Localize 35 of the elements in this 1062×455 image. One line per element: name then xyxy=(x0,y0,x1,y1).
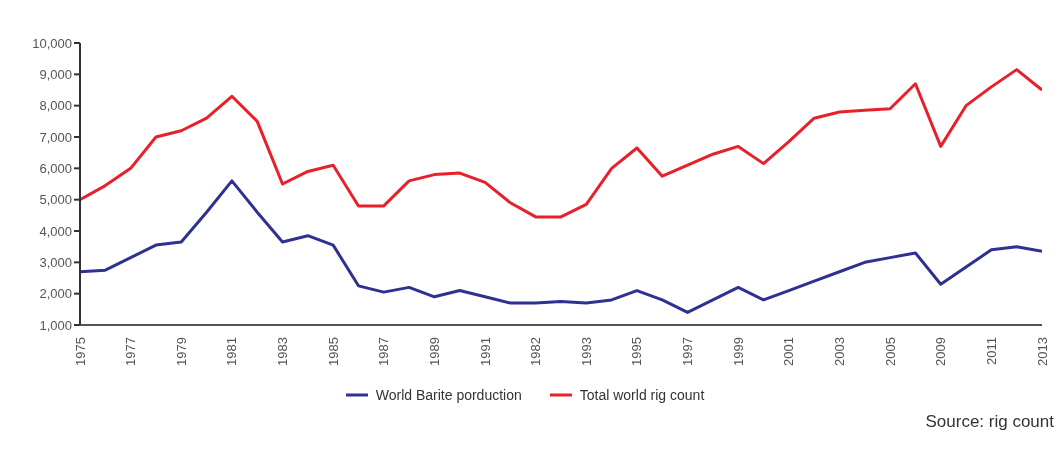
y-tick-label: 2,000 xyxy=(39,286,72,302)
x-tick-label: 1981 xyxy=(224,337,240,366)
y-tick-label: 7,000 xyxy=(39,129,72,145)
x-tick-label: 1997 xyxy=(680,337,696,366)
legend-label: World Barite porduction xyxy=(375,387,522,403)
x-tick-label: 2013 xyxy=(1034,337,1050,366)
x-tick-label: 1982 xyxy=(528,337,544,366)
x-tick-label: 1987 xyxy=(376,337,392,366)
y-tick-label: 8,000 xyxy=(39,98,72,114)
y-tick-label: 4,000 xyxy=(39,223,72,239)
x-tick-label: 1977 xyxy=(123,337,139,366)
line-series xyxy=(80,179,1042,314)
x-tick-label: 1989 xyxy=(426,337,442,366)
x-tick-label: 2003 xyxy=(831,337,847,366)
y-tick-label: 9,000 xyxy=(39,66,72,82)
source-note: Source: rig count xyxy=(924,412,1054,432)
x-tick-label: 1985 xyxy=(325,337,341,366)
x-tick-label: 2011 xyxy=(983,337,999,365)
y-tick-label: 10,000 xyxy=(32,35,72,51)
x-tick-label: 1993 xyxy=(578,337,594,366)
legend-label: Total world rig count xyxy=(579,387,705,403)
line-series xyxy=(80,68,1042,219)
x-tick-label: 1999 xyxy=(730,337,746,366)
y-tick-label: 3,000 xyxy=(39,254,72,270)
x-tick-label: 1983 xyxy=(275,337,291,366)
y-tick-label: 6,000 xyxy=(39,160,72,176)
x-tick-label: 1975 xyxy=(72,337,88,366)
x-tick-label: 1979 xyxy=(173,337,189,366)
x-tick-label: 1995 xyxy=(629,337,645,366)
y-tick-label: 1,000 xyxy=(39,317,72,333)
x-tick-label: 2001 xyxy=(781,337,797,366)
y-tick-label: 5,000 xyxy=(39,192,72,208)
x-tick-label: 2005 xyxy=(882,337,898,366)
x-tick-label: 2009 xyxy=(933,337,949,366)
x-tick-label: 1991 xyxy=(477,337,493,366)
